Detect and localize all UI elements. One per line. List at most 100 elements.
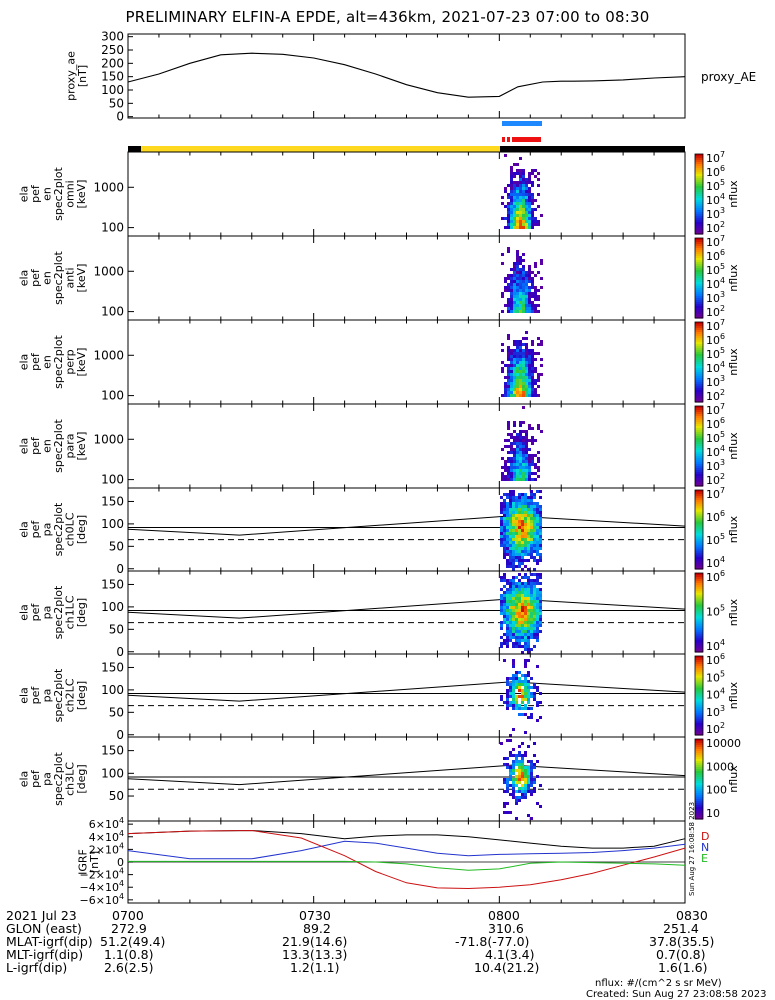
ch1LC-spectrogram-cell	[500, 636, 503, 639]
ch0LC-spectrogram-cell	[512, 538, 515, 541]
ch3LC-spectrogram-cell	[533, 742, 536, 745]
ch3LC-spectrogram-cell	[509, 754, 512, 757]
ch0LC-spectrogram-cell	[512, 514, 515, 517]
ch0LC-spectrogram-cell	[521, 520, 524, 523]
anti-spectrogram-cell	[507, 304, 510, 307]
ch0LC-spectrogram-cell	[512, 535, 515, 538]
ch2LC-frame	[127, 653, 686, 738]
perp-spectrogram-cell	[501, 367, 504, 370]
ch1LC-spectrogram-cell	[512, 606, 515, 609]
para-spectrogram-cell	[507, 421, 510, 424]
ch0LC-spectrogram-cell	[512, 544, 515, 547]
omni-spectrogram-cell	[513, 202, 516, 205]
anti-spectrogram-cell	[510, 277, 513, 280]
omni-spectrogram-cell	[510, 199, 513, 202]
para-spectrogram-cell	[510, 475, 513, 478]
omni-spectrogram-cell	[519, 208, 522, 211]
ch0LC-spectrogram-cell	[515, 559, 518, 562]
anti-spectrogram-cell	[507, 274, 510, 277]
ch1LC-spectrogram-cell	[518, 627, 521, 630]
ch0LC-colorbar-cell	[695, 525, 703, 529]
perp-ylabel-line: pef	[29, 352, 42, 371]
omni-colorbar-cell	[695, 192, 703, 195]
perp-spectrogram-cell	[534, 391, 537, 394]
ch3LC-spectrogram-cell	[533, 787, 536, 790]
anti-spectrogram-cell	[516, 280, 519, 283]
ch3LC-spectrogram-cell	[530, 775, 533, 778]
ch3LC-spectrogram-cell	[521, 793, 524, 796]
anti-colorbar-cell	[695, 292, 703, 295]
omni-spectrogram-cell	[519, 223, 522, 226]
ch1LC-spectrogram-cell	[518, 639, 521, 642]
ch1LC-colorbar-cell	[695, 573, 703, 576]
anti-colorbar-cell	[695, 254, 703, 257]
para-spectrogram-cell	[531, 478, 534, 481]
ch1LC-spectrogram-cell	[521, 645, 524, 648]
perp-colorbar-cell	[695, 356, 703, 359]
ch2LC-colorbar-cell	[695, 665, 703, 669]
omni-spectrogram-cell	[534, 208, 537, 211]
igrf-series-blue	[127, 840, 686, 860]
ch3LC-colorbar-cell	[695, 813, 703, 816]
ch0LC-spectrogram-cell	[503, 499, 506, 502]
para-spectrogram-cell	[522, 463, 525, 466]
ch0LC-spectrogram-cell	[506, 493, 509, 496]
omni-colorbar-cell	[695, 158, 703, 161]
ch0LC-spectrogram-cell	[521, 556, 524, 559]
ch0LC-spectrogram-cell	[506, 529, 509, 532]
omni-spectrogram-cell	[507, 217, 510, 220]
ch1LC-spectrogram-cell	[509, 639, 512, 642]
ch2LC-spectrogram-cell	[500, 695, 503, 698]
anti-spectrogram-cell	[528, 307, 531, 310]
anti-spectrogram-cell	[513, 289, 516, 292]
ch0LC-spectrogram-cell	[521, 553, 524, 556]
ch2LC-colorbar-cell	[695, 691, 703, 695]
omni-spectrogram-cell	[525, 220, 528, 223]
anti-colorbar-cell	[695, 244, 703, 247]
ch1LC-spectrogram-cell	[524, 636, 527, 639]
ch2LC-ylabel-line: ch2LC	[63, 678, 76, 712]
omni-spectrogram-cell	[528, 211, 531, 214]
omni-spectrogram-cell	[513, 193, 516, 196]
anti-spectrogram-cell	[519, 295, 522, 298]
para-spectrogram-cell	[525, 430, 528, 433]
perp-spectrogram-cell	[537, 379, 540, 382]
ch0LC-spectrogram-cell	[512, 511, 515, 514]
ch2LC-spectrogram-cell	[515, 695, 518, 698]
ch1LC-spectrogram-cell	[512, 618, 515, 621]
anti-spectrogram-cell	[516, 271, 519, 274]
omni-spectrogram-cell	[516, 217, 519, 220]
anti-spectrogram-cell	[525, 280, 528, 283]
anti-spectrogram-cell	[531, 277, 534, 280]
omni-spectrogram-cell	[528, 220, 531, 223]
ch0LC-spectrogram-cell	[512, 547, 515, 550]
ch0LC-spectrogram-cell	[521, 517, 524, 520]
ch1LC-spectrogram-cell	[503, 603, 506, 606]
ch0LC-spectrogram-cell	[533, 535, 536, 538]
perp-spectrogram-cell	[510, 367, 513, 370]
ch3LC-colorbar-cell	[695, 817, 703, 820]
ch2LC-colorbar-cell	[695, 719, 703, 722]
perp-spectrogram-cell	[528, 355, 531, 358]
ch2LC-spectrogram-cell	[509, 734, 512, 737]
ch1LC-spectrogram-cell	[536, 636, 539, 639]
omni-spectrogram-cell	[528, 226, 531, 229]
ch0LC-colorbar-cell	[695, 543, 703, 546]
para-ylabel-line: en	[40, 439, 53, 453]
perp-spectrogram-cell	[519, 391, 522, 394]
perp-spectrogram-cell	[522, 391, 525, 394]
ch0LC-spectrogram-cell	[506, 523, 509, 526]
ch0LC-spectrogram-cell	[515, 547, 518, 550]
ch1LC-spectrogram-cell	[509, 630, 512, 633]
ch3LC-spectrogram-cell	[533, 766, 536, 769]
perp-spectrogram-cell	[507, 388, 510, 391]
ch3LC-spectrogram-cell	[524, 793, 527, 796]
ch0LC-spectrogram-cell	[515, 514, 518, 517]
perp-ylabel-line: perp	[63, 349, 76, 374]
omni-spectrogram-cell	[513, 199, 516, 202]
ch0LC-colorbar-cell	[695, 531, 703, 535]
ch0LC-spectrogram-cell	[515, 499, 518, 502]
ch2LC-spectrogram-cell	[509, 686, 512, 689]
ch3LC-colorbar-cell	[695, 797, 703, 800]
ch1LC-colorbar-cell	[695, 578, 703, 582]
